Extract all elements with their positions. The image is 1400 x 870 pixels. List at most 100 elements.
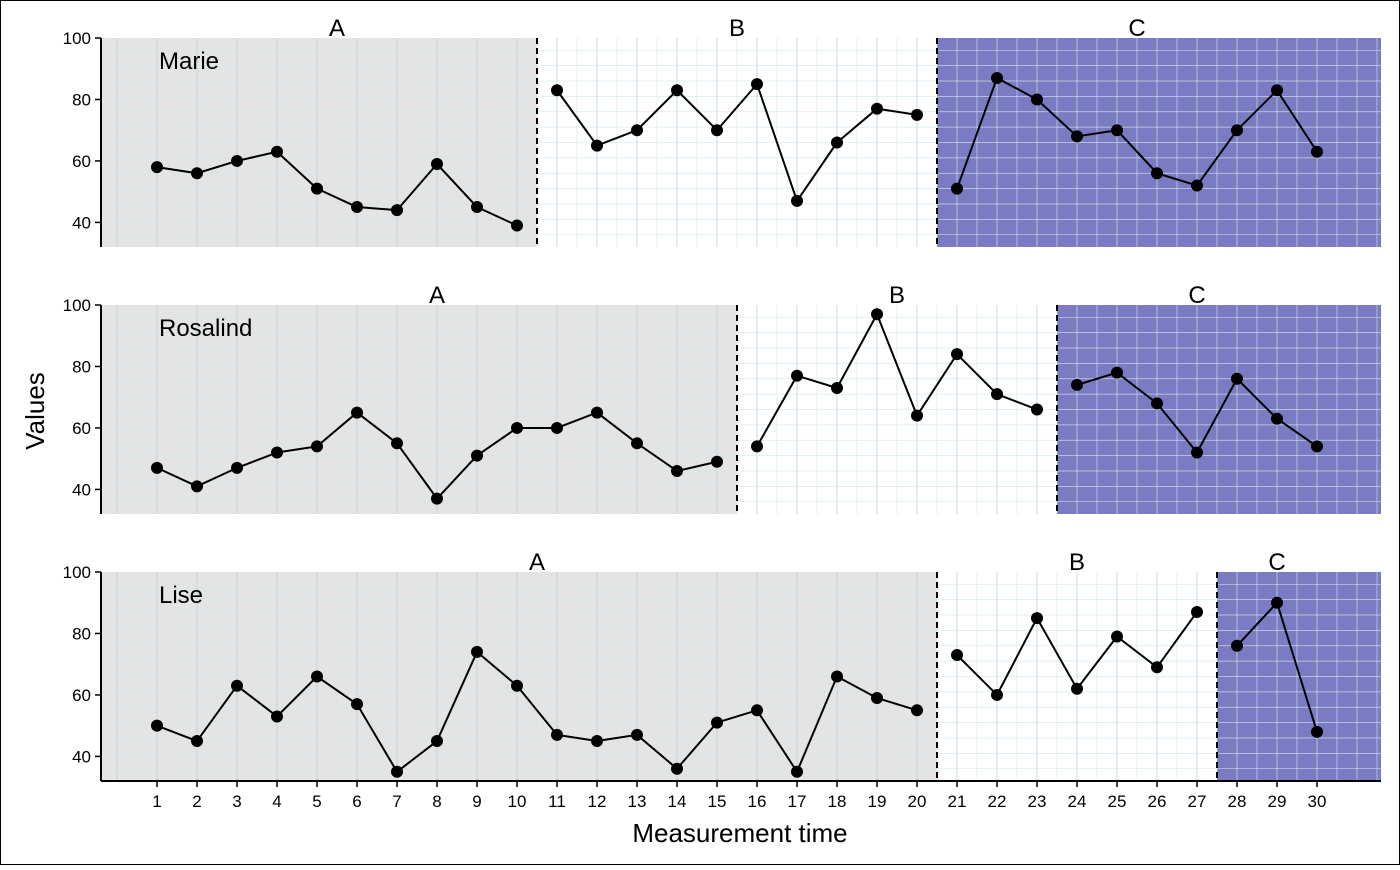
- data-point: [671, 464, 683, 477]
- phase-label-B: B: [729, 15, 745, 42]
- data-point: [1231, 372, 1243, 385]
- data-point: [311, 182, 323, 195]
- x-tick-label: 8: [432, 792, 441, 811]
- data-point: [151, 461, 163, 474]
- x-tick-label: 10: [508, 792, 527, 811]
- data-point: [1111, 124, 1123, 137]
- data-point: [391, 204, 403, 217]
- data-point: [991, 71, 1003, 84]
- data-point: [991, 688, 1003, 701]
- data-point: [1071, 378, 1083, 391]
- data-point: [751, 78, 763, 91]
- data-point: [231, 154, 243, 167]
- y-tick-label: 100: [63, 563, 91, 582]
- data-point: [751, 440, 763, 453]
- series-line-B: [756, 313, 1038, 447]
- data-point: [911, 108, 923, 121]
- phase-label-C: C: [1188, 282, 1205, 309]
- data-point: [1031, 612, 1043, 625]
- data-point: [1191, 179, 1203, 192]
- data-point: [511, 421, 523, 434]
- y-tick-label: 60: [72, 152, 91, 171]
- data-point: [431, 158, 443, 171]
- data-point: [1271, 412, 1283, 425]
- phase-label-A: A: [529, 549, 545, 576]
- y-tick-label: 60: [72, 686, 91, 705]
- data-point: [351, 698, 363, 711]
- phase-label-C: C: [1128, 15, 1145, 42]
- data-point: [591, 735, 603, 748]
- data-point: [151, 719, 163, 732]
- data-point: [151, 161, 163, 174]
- data-point: [1191, 605, 1203, 618]
- data-point: [1071, 682, 1083, 695]
- x-tick-label: 23: [1028, 792, 1047, 811]
- data-point: [391, 437, 403, 450]
- x-tick-label: 3: [232, 792, 241, 811]
- data-point: [191, 480, 203, 493]
- panels-layer: A B C 40 60 80 100 Marie A B C 40 60 80 100 Rosalind A B C…: [63, 15, 1381, 781]
- x-tick-label: 17: [788, 792, 807, 811]
- y-tick-label: 100: [63, 296, 91, 315]
- phase-label-B: B: [1069, 549, 1085, 576]
- data-point: [711, 455, 723, 468]
- data-point: [951, 648, 963, 661]
- data-point: [231, 679, 243, 692]
- grid: [101, 572, 1381, 781]
- data-point: [831, 136, 843, 149]
- panel-name: Lise: [159, 582, 203, 609]
- data-point: [591, 406, 603, 419]
- x-axis-title: Measurement time: [632, 818, 847, 848]
- x-tick-label: 24: [1068, 792, 1087, 811]
- data-point: [1311, 145, 1323, 158]
- panel-rosalind: A B C 40 60 80 100 Rosalind: [63, 282, 1381, 514]
- series-line-A: [156, 650, 918, 773]
- x-tick-label: 28: [1228, 792, 1247, 811]
- data-point: [231, 461, 243, 474]
- panel-marie: A B C 40 60 80 100 Marie: [63, 15, 1381, 247]
- data-point: [671, 762, 683, 775]
- data-point: [591, 139, 603, 152]
- data-point: [551, 728, 563, 741]
- y-tick-label: 80: [72, 90, 91, 109]
- data-point: [1311, 440, 1323, 453]
- data-point: [711, 124, 723, 137]
- data-point: [1031, 93, 1043, 106]
- data-point: [271, 446, 283, 459]
- x-tick-label: 7: [392, 792, 401, 811]
- x-tick-label: 5: [312, 792, 321, 811]
- data-point: [991, 388, 1003, 401]
- x-tick-label: 6: [352, 792, 361, 811]
- x-axis: 1 2 3 4 5 6 7 8 9 10 11 12 13 14 15 16 17 18 19 20 21 22 23 24 2…: [101, 780, 1381, 811]
- data-point: [311, 440, 323, 453]
- y-tick-label: 40: [72, 480, 91, 499]
- data-point: [1271, 596, 1283, 609]
- x-tick-label: 9: [472, 792, 481, 811]
- x-tick-label: 16: [748, 792, 767, 811]
- y-tick-label: 40: [72, 213, 91, 232]
- data-point: [791, 765, 803, 778]
- data-point: [1111, 630, 1123, 643]
- data-point: [1311, 725, 1323, 738]
- y-tick-label: 80: [72, 624, 91, 643]
- data-point: [791, 369, 803, 382]
- x-tick-label: 4: [272, 792, 281, 811]
- data-point: [191, 167, 203, 180]
- x-tick-label: 11: [548, 792, 566, 811]
- y-tick-label: 100: [63, 29, 91, 48]
- x-tick-label: 30: [1308, 792, 1327, 811]
- data-point: [671, 84, 683, 97]
- data-point: [951, 182, 963, 195]
- data-point: [511, 219, 523, 232]
- data-point: [751, 704, 763, 717]
- panel-name: Rosalind: [159, 315, 252, 342]
- data-point: [271, 710, 283, 723]
- data-point: [471, 645, 483, 658]
- y-tick-label: 40: [72, 747, 91, 766]
- series-line-C: [956, 76, 1318, 189]
- data-point: [1071, 130, 1083, 143]
- data-point: [1151, 397, 1163, 410]
- data-point: [631, 124, 643, 137]
